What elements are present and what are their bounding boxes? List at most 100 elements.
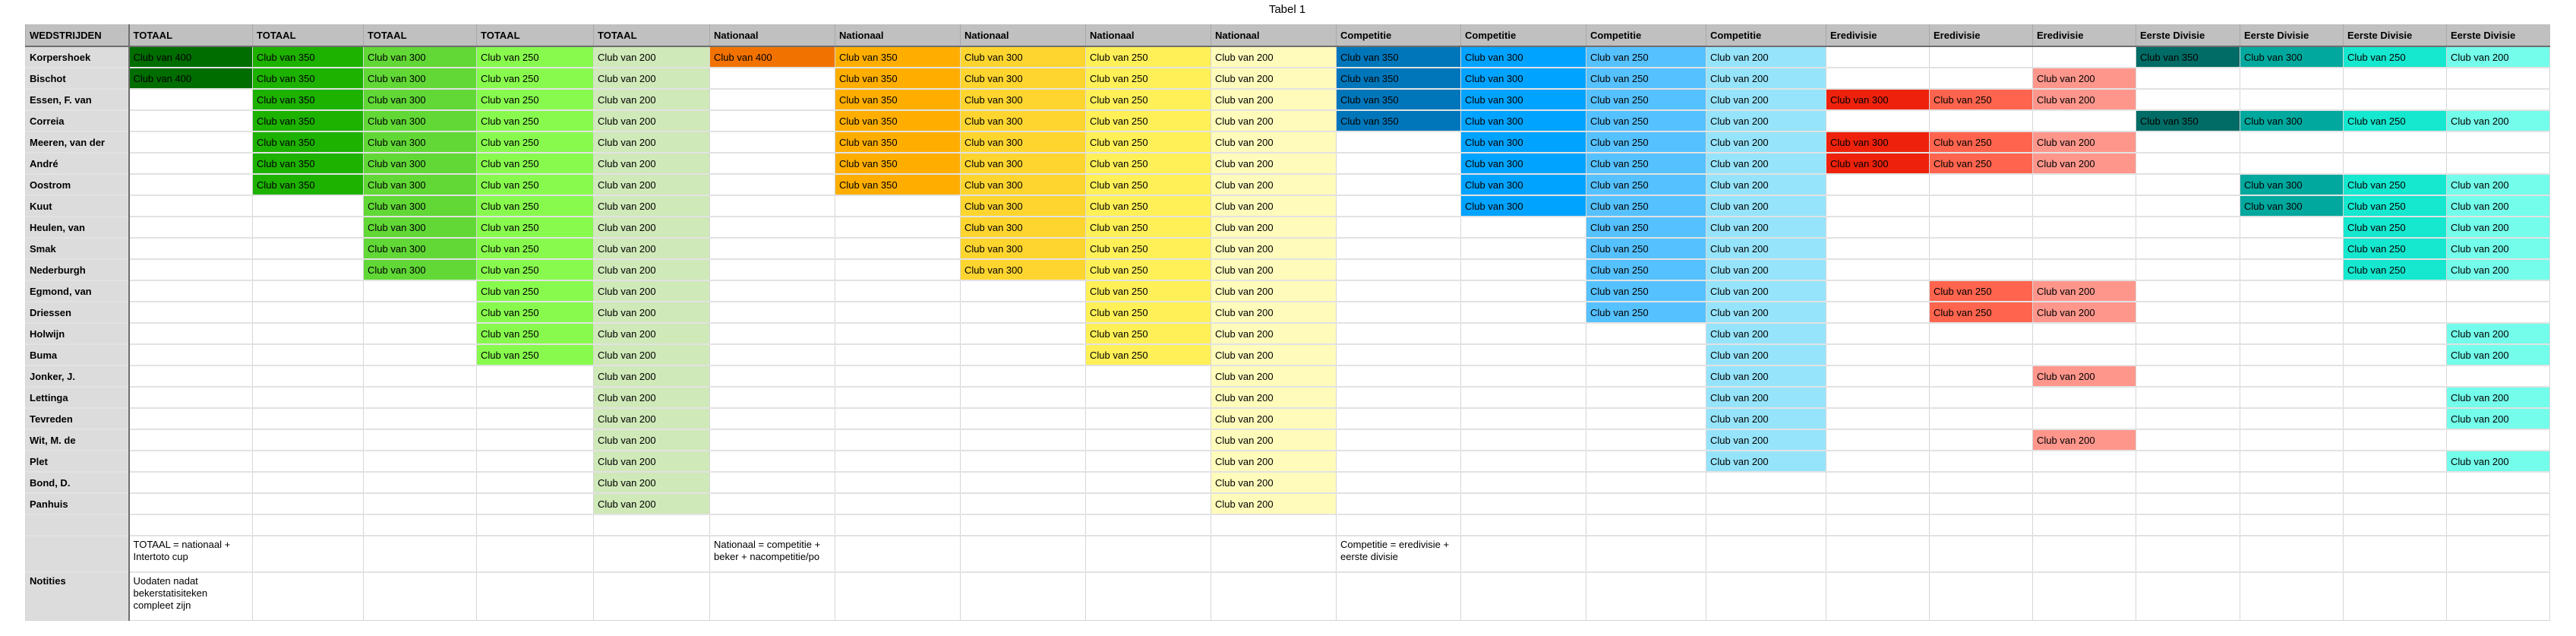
club-cell[interactable] xyxy=(2136,173,2240,196)
club-cell[interactable] xyxy=(709,173,835,196)
club-cell[interactable] xyxy=(1929,258,2033,281)
club-cell[interactable] xyxy=(1929,322,2033,345)
empty-cell[interactable] xyxy=(2446,571,2550,621)
column-header[interactable]: Nationaal xyxy=(835,24,961,47)
club-cell[interactable] xyxy=(2240,131,2344,153)
club-cell[interactable]: Club van 300 xyxy=(1826,152,1930,175)
club-cell[interactable] xyxy=(476,386,594,409)
club-cell[interactable] xyxy=(2240,322,2344,345)
club-cell[interactable] xyxy=(709,407,835,430)
club-cell[interactable] xyxy=(2343,365,2447,388)
club-cell[interactable]: Club van 200 xyxy=(2446,258,2550,281)
club-cell[interactable]: Club van 200 xyxy=(2446,407,2550,430)
club-cell[interactable] xyxy=(2343,88,2447,111)
club-cell[interactable]: Club van 200 xyxy=(2446,216,2550,239)
club-cell[interactable]: Club van 300 xyxy=(960,258,1086,281)
column-header[interactable]: Eerste Divisie xyxy=(2136,24,2240,47)
empty-cell[interactable] xyxy=(1826,535,1930,573)
club-cell[interactable]: Club van 250 xyxy=(1085,109,1211,132)
club-cell[interactable] xyxy=(2032,109,2136,132)
club-cell[interactable]: Club van 200 xyxy=(1211,237,1337,260)
club-cell[interactable] xyxy=(709,195,835,217)
club-cell[interactable]: Club van 200 xyxy=(2446,195,2550,217)
club-cell[interactable] xyxy=(2240,88,2344,111)
club-cell[interactable]: Club van 200 xyxy=(1211,322,1337,345)
club-cell[interactable]: Club van 200 xyxy=(2032,152,2136,175)
club-cell[interactable] xyxy=(835,429,961,451)
club-cell[interactable]: Club van 250 xyxy=(476,280,594,302)
club-cell[interactable]: Club van 350 xyxy=(835,109,961,132)
club-cell[interactable] xyxy=(2032,258,2136,281)
club-cell[interactable] xyxy=(476,471,594,494)
club-cell[interactable] xyxy=(1586,365,1706,388)
club-cell[interactable]: Club van 200 xyxy=(1706,386,1826,409)
club-cell[interactable]: Club van 200 xyxy=(593,152,710,175)
club-cell[interactable] xyxy=(835,343,961,366)
club-cell[interactable]: Club van 350 xyxy=(252,152,364,175)
club-cell[interactable] xyxy=(2343,301,2447,324)
club-cell[interactable]: Club van 250 xyxy=(1929,280,2033,302)
club-cell[interactable] xyxy=(709,258,835,281)
club-cell[interactable] xyxy=(1460,301,1586,324)
empty-cell[interactable] xyxy=(2240,514,2344,536)
club-cell[interactable] xyxy=(2136,152,2240,175)
club-cell[interactable]: Club van 200 xyxy=(2446,173,2550,196)
club-cell[interactable]: Club van 300 xyxy=(960,152,1086,175)
club-cell[interactable] xyxy=(2136,471,2240,494)
club-cell[interactable]: Club van 300 xyxy=(1460,88,1586,111)
club-cell[interactable]: Club van 300 xyxy=(960,46,1086,68)
club-cell[interactable] xyxy=(1336,258,1461,281)
club-cell[interactable] xyxy=(2446,67,2550,90)
club-cell[interactable] xyxy=(2032,46,2136,68)
club-cell[interactable]: Club van 250 xyxy=(1085,67,1211,90)
club-cell[interactable] xyxy=(128,450,253,473)
club-cell[interactable] xyxy=(2136,492,2240,515)
empty-cell[interactable] xyxy=(1460,535,1586,573)
club-cell[interactable]: Club van 200 xyxy=(593,429,710,451)
club-cell[interactable] xyxy=(2136,429,2240,451)
club-cell[interactable]: Club van 250 xyxy=(1085,301,1211,324)
club-cell[interactable] xyxy=(128,237,253,260)
club-cell[interactable] xyxy=(363,407,477,430)
player-name-cell[interactable]: Nederburgh xyxy=(25,258,130,281)
club-cell[interactable]: Club van 200 xyxy=(1706,407,1826,430)
club-cell[interactable] xyxy=(2136,88,2240,111)
empty-cell[interactable] xyxy=(252,571,364,621)
club-cell[interactable] xyxy=(2240,152,2344,175)
club-cell[interactable] xyxy=(960,471,1086,494)
club-cell[interactable] xyxy=(476,365,594,388)
club-cell[interactable]: Club van 300 xyxy=(1460,195,1586,217)
club-cell[interactable]: Club van 250 xyxy=(1929,131,2033,153)
club-cell[interactable] xyxy=(835,386,961,409)
club-cell[interactable] xyxy=(1586,386,1706,409)
club-cell[interactable] xyxy=(835,216,961,239)
club-cell[interactable]: Club van 250 xyxy=(2343,216,2447,239)
empty-cell[interactable] xyxy=(2136,535,2240,573)
club-cell[interactable]: Club van 350 xyxy=(1336,88,1461,111)
club-cell[interactable] xyxy=(2136,450,2240,473)
club-cell[interactable] xyxy=(1085,407,1211,430)
club-cell[interactable]: Club van 300 xyxy=(1460,131,1586,153)
club-cell[interactable] xyxy=(1929,407,2033,430)
club-cell[interactable] xyxy=(128,407,253,430)
club-cell[interactable]: Club van 250 xyxy=(476,173,594,196)
player-name-cell[interactable]: Heulen, van xyxy=(25,216,130,239)
club-cell[interactable] xyxy=(1336,407,1461,430)
club-cell[interactable]: Club van 250 xyxy=(1085,173,1211,196)
club-cell[interactable] xyxy=(1336,173,1461,196)
club-cell[interactable] xyxy=(2136,67,2240,90)
club-cell[interactable] xyxy=(1929,343,2033,366)
club-cell[interactable] xyxy=(1929,492,2033,515)
club-cell[interactable] xyxy=(1929,429,2033,451)
club-cell[interactable] xyxy=(252,195,364,217)
club-cell[interactable] xyxy=(1826,365,1930,388)
club-cell[interactable] xyxy=(1826,109,1930,132)
club-cell[interactable] xyxy=(2343,343,2447,366)
club-cell[interactable] xyxy=(709,67,835,90)
club-cell[interactable]: Club van 400 xyxy=(128,46,253,68)
club-cell[interactable] xyxy=(1460,343,1586,366)
club-cell[interactable]: Club van 200 xyxy=(2446,109,2550,132)
club-cell[interactable] xyxy=(363,450,477,473)
club-cell[interactable]: Club van 250 xyxy=(476,258,594,281)
empty-cell[interactable] xyxy=(2032,571,2136,621)
